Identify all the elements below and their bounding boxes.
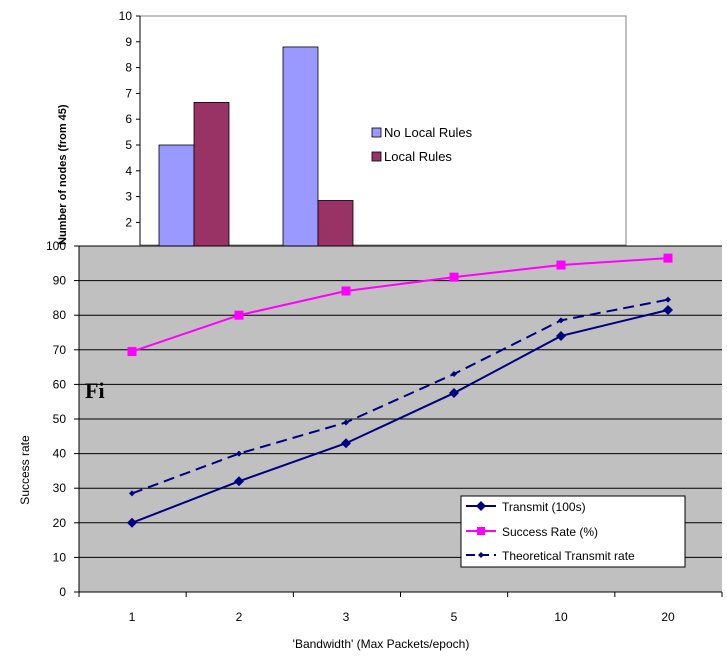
legend-label-success: Success Rate (%) bbox=[502, 525, 598, 539]
bar-y-tick-label: 7 bbox=[125, 86, 132, 100]
bar bbox=[193, 102, 230, 251]
bar-y-tick-label: 8 bbox=[125, 61, 132, 75]
line-y-tick-label: 60 bbox=[53, 377, 67, 391]
data-point-diamond bbox=[341, 438, 351, 449]
line-y-tick-label: 0 bbox=[59, 585, 66, 599]
bar-y-tick-label: 2 bbox=[125, 215, 132, 229]
series-line bbox=[131, 298, 669, 495]
line-x-ticks: 1 2 3 5 10 20 bbox=[78, 592, 723, 624]
data-point-square bbox=[556, 260, 566, 270]
legend-label-local-rules: Local Rules bbox=[384, 149, 452, 164]
data-point-square bbox=[663, 253, 673, 263]
series-line bbox=[131, 309, 669, 524]
data-point-small-diamond bbox=[129, 490, 135, 497]
bar-y-tick-label: 9 bbox=[125, 35, 132, 49]
data-point-diamond bbox=[234, 476, 244, 487]
data-point-small-diamond bbox=[236, 450, 242, 457]
data-point-diamond bbox=[556, 330, 566, 341]
data-point-square bbox=[449, 272, 459, 282]
line-legend-box bbox=[460, 495, 686, 568]
data-point-diamond bbox=[449, 388, 459, 399]
legend-label-theoretical: Theoretical Transmit rate bbox=[502, 549, 635, 563]
legend-label-no-local-rules: No Local Rules bbox=[384, 125, 473, 140]
line-x-tick-label: 1 bbox=[129, 610, 136, 624]
legend-marker-theoretical bbox=[478, 552, 484, 558]
bar-y-tick-label: 4 bbox=[125, 164, 132, 178]
line-x-tick-label: 5 bbox=[451, 610, 458, 624]
line-y-tick-label: 90 bbox=[53, 274, 67, 288]
line-x-tick-label: 3 bbox=[343, 610, 350, 624]
line-y-tick-label: 20 bbox=[53, 516, 67, 530]
legend-marker-transmit bbox=[476, 501, 486, 511]
data-point-small-diamond bbox=[451, 371, 457, 378]
legend-marker-success bbox=[477, 527, 485, 535]
legend-swatch-no-local-rules bbox=[371, 127, 382, 138]
line-series bbox=[127, 253, 673, 528]
line-x-tick-label: 10 bbox=[554, 610, 568, 624]
line-y-tick-label: 100 bbox=[46, 239, 66, 253]
line-y-tick-label: 10 bbox=[53, 550, 67, 564]
series-line bbox=[131, 257, 669, 353]
caption-fragment: Fi bbox=[85, 378, 105, 403]
bar-legend: No Local Rules Local Rules bbox=[371, 125, 473, 164]
data-point-square bbox=[127, 347, 137, 357]
bar bbox=[282, 46, 319, 251]
line-y-axis-label: Success rate bbox=[18, 435, 32, 505]
bar-y-tick-label: 10 bbox=[119, 9, 133, 23]
data-point-square bbox=[341, 286, 351, 296]
bar-y-ticks: 2 3 4 5 6 7 8 9 10 bbox=[119, 9, 140, 229]
legend-swatch-local-rules bbox=[371, 151, 382, 162]
line-y-tick-label: 50 bbox=[53, 412, 67, 426]
line-y-tick-label: 80 bbox=[53, 308, 67, 322]
line-x-tick-label: 20 bbox=[661, 610, 675, 624]
bar-y-tick-label: 3 bbox=[125, 190, 132, 204]
line-legend: Transmit (100s) Success Rate (%) Theoret… bbox=[460, 495, 686, 568]
data-point-small-diamond bbox=[343, 419, 349, 426]
bar bbox=[158, 144, 195, 251]
line-y-tick-label: 70 bbox=[53, 343, 67, 357]
line-y-tick-label: 40 bbox=[53, 447, 67, 461]
bar-chart: 2 3 4 5 6 7 8 9 10 Number of nodes (from 45) No … bbox=[57, 9, 627, 251]
legend-label-transmit: Transmit (100s) bbox=[502, 500, 586, 514]
line-y-tick-label: 30 bbox=[53, 481, 67, 495]
line-y-ticks: 0 10 20 30 40 50 60 70 80 90 100 bbox=[46, 239, 79, 599]
line-x-tick-label: 2 bbox=[236, 610, 243, 624]
data-point-small-diamond bbox=[665, 296, 671, 303]
bar-y-tick-label: 6 bbox=[125, 112, 132, 126]
line-chart: 0 10 20 30 40 50 60 70 80 90 100 1 2 3 5 10 20 Fi Succe… bbox=[18, 239, 723, 651]
line-x-axis-label: 'Bandwidth' (Max Packets/epoch) bbox=[293, 637, 470, 651]
data-point-square bbox=[234, 310, 244, 320]
data-point-diamond bbox=[127, 517, 137, 528]
bar-y-axis-label: Number of nodes (from 45) bbox=[57, 104, 69, 245]
data-point-diamond bbox=[663, 305, 673, 316]
bar-y-tick-label: 5 bbox=[125, 138, 132, 152]
bar bbox=[317, 200, 354, 251]
data-point-small-diamond bbox=[558, 317, 564, 324]
